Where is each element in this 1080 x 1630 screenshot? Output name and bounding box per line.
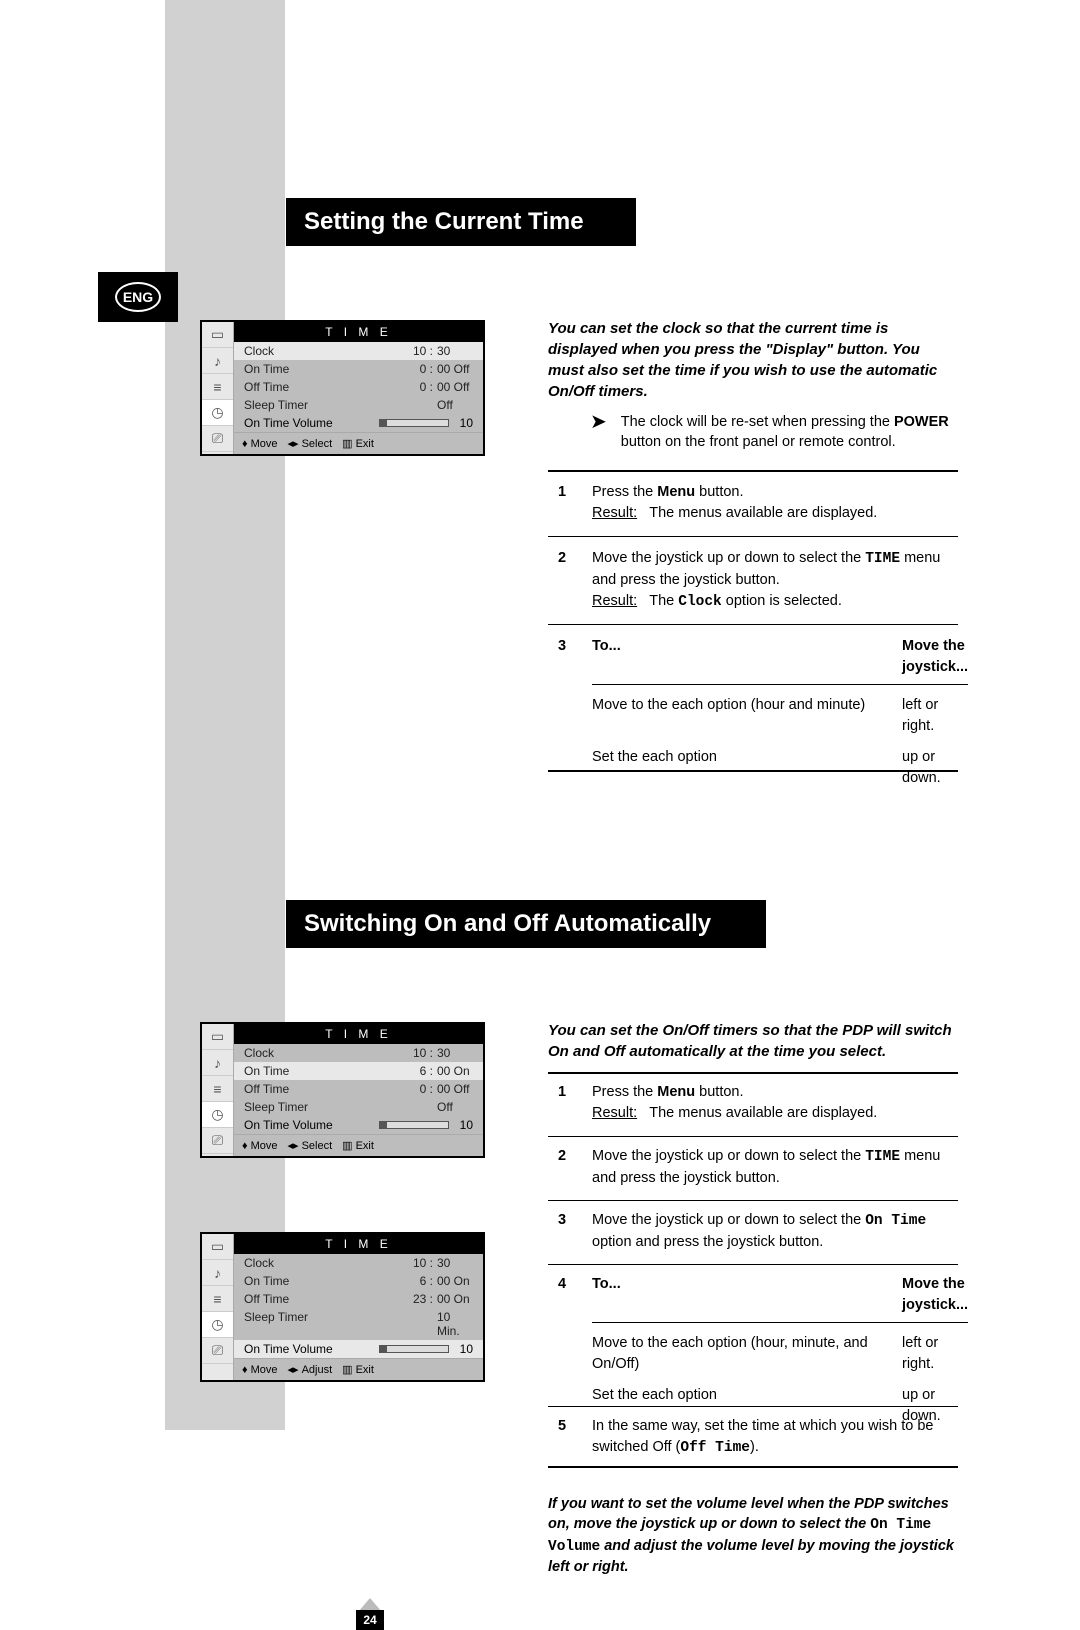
divider (548, 470, 958, 472)
step-1-3: 3 To...Move the joystick... Move to the … (558, 636, 958, 789)
section2-intro: You can set the On/Off timers so that th… (548, 1020, 958, 1062)
exit-hint: ▥Exit (342, 437, 374, 450)
divider (548, 1072, 958, 1074)
osd-row-volume: On Time Volume10 (234, 414, 483, 432)
section1-title: Setting the Current Time (286, 198, 636, 246)
osd-row-sleep: Sleep TimerOff (234, 396, 483, 414)
osd-panel-2: ▭♪≡◷⎚ T I M E Clock10 :30 On Time6 :00 O… (200, 1022, 485, 1158)
divider (548, 1406, 958, 1407)
osd-icon-column: ▭ ♪ ≡ ◷ ⎚ (202, 322, 234, 454)
step-2-1: 1 Press the Menu button.Result: The menu… (558, 1082, 958, 1124)
move-hint: ♦Move (242, 437, 278, 450)
arrow-icon: ➤ (590, 412, 607, 432)
divider (548, 1264, 958, 1265)
osd-panel-3: ▭♪≡◷⎚ T I M E Clock10 :30 On Time6 :00 O… (200, 1232, 485, 1382)
section1-note: ➤ The clock will be re-set when pressing… (590, 412, 950, 453)
function-icon: ⎚ (202, 426, 233, 452)
divider (548, 770, 958, 772)
osd-row-offtime: Off Time0 :00 Off (234, 378, 483, 396)
divider (548, 1466, 958, 1468)
language-code: ENG (115, 282, 161, 312)
osd-title: T I M E (234, 322, 483, 342)
osd-panel-1: ▭ ♪ ≡ ◷ ⎚ T I M E Clock10 :30 On Time0 :… (200, 320, 485, 456)
divider (548, 536, 958, 537)
section1-intro: You can set the clock so that the curren… (548, 318, 958, 402)
step-1-1: 1 Press the Menu button. Result: The men… (558, 482, 958, 524)
divider (548, 1136, 958, 1137)
channel-icon: ≡ (202, 374, 233, 400)
section2-title: Switching On and Off Automatically (286, 900, 766, 948)
left-margin-strip (165, 0, 285, 1430)
select-hint: ◂▸Select (288, 437, 333, 450)
section2-footnote: If you want to set the volume level when… (548, 1494, 958, 1577)
time-icon: ◷ (202, 400, 233, 426)
osd-footer: ♦Move ◂▸Select ▥Exit (234, 432, 483, 454)
note-text: The clock will be re-set when pressing t… (621, 412, 950, 453)
step-2-4: 4 To...Move the joystick... Move to the … (558, 1274, 958, 1427)
divider (548, 624, 958, 625)
language-badge: ENG (98, 272, 178, 322)
osd-row-clock: Clock10 :30 (234, 342, 483, 360)
manual-page: ENG Setting the Current Time ▭ ♪ ≡ ◷ ⎚ T… (0, 0, 1080, 1528)
page-number: 24 (356, 1610, 384, 1630)
sound-icon: ♪ (202, 348, 233, 374)
step-2-2: 2 Move the joystick up or down to select… (558, 1146, 958, 1189)
step-1-2: 2 Move the joystick up or down to select… (558, 548, 958, 613)
divider (548, 1200, 958, 1201)
osd-row-ontime: On Time0 :00 Off (234, 360, 483, 378)
picture-icon: ▭ (202, 322, 233, 348)
step-2-5: 5 In the same way, set the time at which… (558, 1416, 958, 1459)
step-2-3: 3 Move the joystick up or down to select… (558, 1210, 958, 1253)
